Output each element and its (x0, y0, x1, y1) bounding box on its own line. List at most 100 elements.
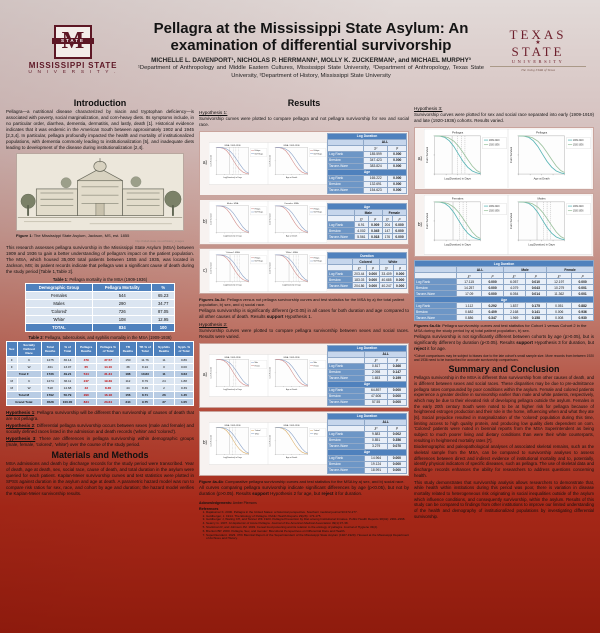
stat-table-cell: Log Duration ALL χ² p Log Rank 185.599 0.000 Br… (327, 132, 407, 194)
asylum-illustration (17, 153, 183, 230)
text-segment: Hypothesis 2: (199, 321, 228, 327)
intro-heading: Introduction (73, 98, 127, 108)
cell: 5.561 (353, 233, 369, 241)
disease-mortality-table: Sex Socially Defined Race Total Deaths% of… (6, 341, 195, 407)
figure6a-row: a) Pellagra Log(Duration) in Days Cum Survi… (414, 126, 594, 191)
cell: 19.39 (96, 377, 120, 386)
svg-text:Pellagra: Pellagra (452, 130, 463, 134)
svg-text:Females: Females (452, 197, 464, 201)
text-segment: : Pellagra survivorship will be differen… (6, 410, 194, 422)
cell: 0.000 (386, 466, 408, 474)
text-segment: : Pellagra versus not pellagra survivors… (199, 296, 405, 307)
svg-text:Female: Female (255, 365, 260, 367)
km-plot: MSA: 1909-1936 Log(Duration) in Days Cum S… (209, 422, 268, 465)
table-row: Log Rank 165.222 0.000 (327, 174, 407, 182)
svg-text:'Colored': MSA: 'Colored': MSA (226, 251, 241, 254)
svg-text:Log(Duration) in Days: Log(Duration) in Days (223, 283, 242, 286)
summary-paragraph-3: This study demonstrates that survivorshi… (414, 479, 594, 519)
cell: 3528 (40, 398, 60, 407)
cell: 87.05 (151, 307, 176, 317)
cell: F (6, 356, 18, 365)
survivorship-plot: Pellagra Age at Death Cum Survival 1909-191… (508, 128, 592, 189)
table-row: F C 1275 36.14 479 37.57 150 11.76 11 0.86 (6, 356, 195, 365)
svg-text:1909-1919: 1909-1919 (489, 140, 500, 142)
text-segment: Hypothesis 1: (199, 110, 228, 115)
cell: 0.000 (393, 282, 407, 290)
survivorship-plot: MSA: 1909-1936 Log(Duration) in Days Cum S… (209, 413, 268, 474)
cell: 16.18 (96, 391, 120, 400)
table-row: Tarone-Ware 5.561 0.018 176 0.000 (327, 233, 407, 241)
cell: 1792 (40, 391, 60, 400)
text-segment: All curves comparing pellagra survivorsh… (199, 484, 409, 496)
cell: C (16, 377, 42, 386)
table-row: M C 1274 36.11 247 19.39 112 8.79 24 1.88 (6, 377, 195, 386)
cell: 344 (118, 398, 138, 407)
cell: 1.969 (502, 314, 526, 321)
survivorship-plot: MSA: 1909-1936 Log(Duration) in Days Cum S… (209, 133, 268, 194)
text-segment: support (516, 340, 533, 346)
survivorship-plot: 'Colored': MSA Log(Duration) in Days Cum S… (209, 249, 268, 292)
cell: 108 (92, 315, 153, 325)
svg-text:Not Pellagra: Not Pellagra (255, 259, 264, 262)
table-row: Log Rank 203.44 0.000 33.409 0.000 (327, 270, 407, 278)
cell: Tarone-Ware (326, 466, 366, 474)
text-segment: Figure 4a-4b (199, 478, 223, 484)
summary-heading: Summary and Conclusion (448, 364, 560, 375)
column-header: Socially Defined Race (16, 341, 42, 358)
km-plot: Females Log(Duration) in Days Cum Survival… (424, 195, 508, 255)
cohort-footnote: *Cohort comparisons may be subject to bi… (414, 354, 594, 363)
cell: Tarone-Ware (327, 186, 364, 194)
table-row: Grand Total 3528 100.00 834 23.64 344 9.75 37 1.… (6, 398, 195, 407)
msu-university-text: U N I V E R S I T Y . (28, 70, 118, 75)
text-segment: it for duration. (333, 490, 363, 496)
pellagra-mortality-table: Demographic Group Pellagra Mortality% Fema… (24, 283, 176, 333)
svg-text:Log(Duration) in Days: Log(Duration) in Days (223, 234, 242, 237)
cell: 11.76 (135, 356, 155, 365)
svg-text:Cum Survival: Cum Survival (509, 213, 513, 230)
research-paragraph: This research assesses pellagra survivor… (6, 244, 194, 274)
cell: 518 (40, 384, 60, 393)
header: M STATE MISSISSIPPI STATE U N I V E R S … (0, 0, 600, 94)
km-plot: MSA: 1909-1936 Log(Duration) in Days Cum S… (209, 142, 268, 185)
cell: 12.95 (151, 315, 176, 325)
hyp2-conclusion: All curves comparing pellagra survivorsh… (199, 485, 409, 497)
left-column: Introduction Pellagra—a nutritional dise… (6, 96, 194, 498)
cell: 31.34 (96, 370, 120, 379)
cell: 1.05 (173, 398, 195, 407)
svg-text:1920-1936: 1920-1936 (489, 211, 500, 213)
figure1-caption: Figure 1: The Mississippi State Asylum, … (16, 233, 184, 238)
hyp1-label: Hypothesis 1: (199, 110, 409, 115)
cell: 26 (153, 391, 175, 400)
cell: 0.000 (366, 282, 380, 290)
cell: 57.55 (364, 398, 388, 406)
cell: 150 (118, 356, 138, 365)
cell: Total F (6, 370, 42, 379)
cell: 14.10 (96, 363, 120, 372)
cell: 8.71 (135, 391, 155, 400)
hyp1-intro: Survivorship curves were plotted to comp… (199, 116, 409, 127)
table-row: χ² p χ² p (327, 264, 407, 272)
summary-paragraph-1: Pellagra survivorship in the MSA is diff… (414, 375, 594, 443)
svg-text:Cum Survival: Cum Survival (210, 366, 213, 378)
text-segment: Hypothesis 2 for age, but (268, 490, 322, 496)
text-segment: reject (414, 346, 427, 352)
survivorship-plot: Females: MSA Age at Death Cum Survival Pell… (268, 200, 327, 243)
cell: 154.623 (362, 186, 389, 194)
svg-text:Not Pellagra: Not Pellagra (255, 211, 264, 214)
cell: 65.23 (151, 291, 176, 301)
km-plot: 'Colored': MSA Log(Duration) in Days Cum S… (209, 249, 268, 292)
cell: W (16, 384, 42, 393)
svg-text:Cum Survival: Cum Survival (425, 213, 429, 230)
cell: 0.158 (524, 314, 548, 321)
column-header: Pellagra Deaths (75, 341, 98, 358)
figure-panel-label: a) (417, 155, 423, 162)
cell: 834 (92, 323, 153, 333)
summary-paragraph-2: Biodemographic and paleopathological ana… (414, 444, 594, 478)
text-segment: Hypothesis 3: (414, 106, 443, 111)
cell: 544 (75, 370, 98, 379)
cell: 0 (153, 363, 175, 372)
reference-item: Goldberger, J. 1914. The Etiology of Pel… (206, 514, 409, 519)
cell: 44 (118, 384, 138, 393)
figure4-caption: Figure 4a-4b: Comparative pellagra survi… (199, 479, 409, 484)
